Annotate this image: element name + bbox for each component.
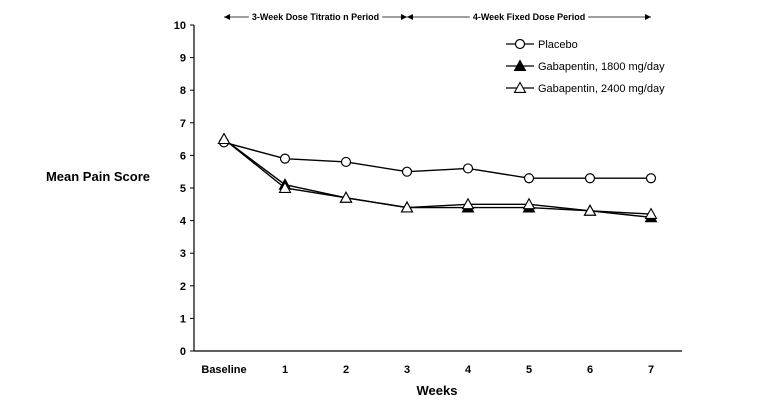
y-tick-label: 8 — [180, 85, 186, 97]
data-point — [461, 197, 475, 210]
period-label: 3-Week Dose Titratio n Period — [252, 12, 379, 22]
data-point — [584, 173, 596, 184]
x-tick-label: 1 — [282, 364, 288, 376]
legend-item-1: Placebo — [506, 38, 578, 51]
arrow-head — [645, 14, 651, 20]
legend-item-2: Gabapentin, 1800 mg/day — [506, 59, 665, 73]
legend-marker — [513, 59, 527, 71]
y-tick-label: 1 — [180, 313, 186, 325]
y-tick-label: 7 — [180, 118, 186, 130]
legend-marker — [513, 81, 527, 93]
data-point — [339, 191, 353, 203]
arrow-head — [401, 14, 407, 20]
x-tick-label: 6 — [587, 364, 593, 376]
x-tick-label: 5 — [526, 364, 532, 376]
data-point — [400, 200, 414, 213]
arrow-head — [407, 14, 413, 20]
y-axis-title: Mean Pain Score — [46, 169, 150, 184]
legend-label: Gabapentin, 1800 mg/day — [538, 61, 665, 73]
x-tick-label: 2 — [343, 364, 349, 376]
axes-layer: 0 1 2 3 4 5 6 7 8 9 10 Baseline 1 2 3 4 5 6 7 — [174, 20, 682, 376]
series-line — [223, 141, 651, 179]
data-point — [644, 207, 658, 220]
legend-marker — [514, 38, 526, 50]
data-point — [523, 173, 535, 184]
y-tick-label: 6 — [180, 150, 186, 162]
legend: Placebo Gabapentin, 1800 mg/day Gabapentin… — [506, 38, 665, 95]
y-tick-label: 0 — [180, 346, 186, 358]
y-tick-label: 9 — [180, 53, 186, 65]
data-point — [279, 153, 291, 164]
period-1: 3-Week Dose Titratio n Period — [224, 11, 407, 23]
data-point — [217, 132, 231, 145]
period-label-bg — [248, 11, 383, 23]
y-tick-label: 4 — [180, 216, 187, 228]
data-point — [278, 181, 292, 193]
data-point — [522, 197, 536, 210]
y-tick-label: 3 — [180, 248, 186, 260]
series-1 — [223, 141, 651, 179]
period-annotations: 3-Week Dose Titratio n Period 4-Week Fixe… — [224, 11, 651, 23]
data-point — [462, 163, 474, 174]
x-tick-label: 7 — [648, 364, 654, 376]
data-point — [645, 173, 657, 184]
x-tick-label: Baseline — [201, 364, 246, 376]
x-tick-label: 3 — [404, 364, 410, 376]
y-tick-label: 2 — [180, 281, 186, 293]
data-point — [583, 204, 597, 216]
series-markers-1 — [218, 137, 657, 184]
arrow-head — [224, 14, 230, 20]
legend-label: Placebo — [538, 39, 578, 51]
data-point — [340, 156, 352, 168]
x-axis-title: Weeks — [417, 383, 458, 398]
y-tick-label: 10 — [174, 20, 186, 32]
legend-label: Gabapentin, 2400 mg/day — [538, 83, 665, 95]
period-label: 4-Week Fixed Dose Period — [473, 12, 585, 22]
data-point — [401, 166, 413, 177]
series-line — [223, 138, 652, 215]
series-markers-3 — [217, 132, 658, 220]
y-tick-label: 5 — [180, 183, 186, 195]
x-tick-label: 4 — [465, 364, 472, 376]
legend-item-3: Gabapentin, 2400 mg/day — [506, 81, 665, 95]
period-2: 4-Week Fixed Dose Period — [407, 11, 651, 23]
labels-layer: Mean Pain Score Weeks — [46, 169, 458, 398]
series-layer — [217, 132, 658, 223]
period-label-bg — [469, 11, 589, 23]
series-3 — [223, 138, 652, 215]
